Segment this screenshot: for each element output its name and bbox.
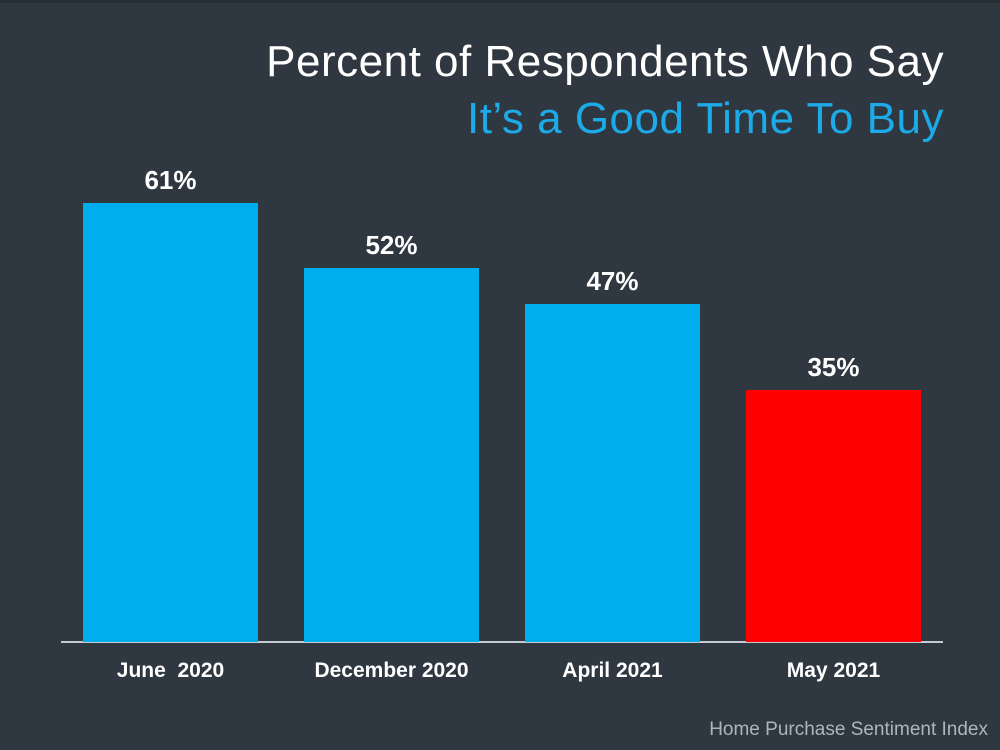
category-label-april-2021: April 2021 (562, 659, 663, 682)
bar-value-label-may-2021: 35% (807, 352, 860, 382)
bar-group-december-2020: 52% December 2020 (304, 230, 479, 682)
category-label-june-2020: June 2020 (116, 659, 225, 682)
chart-title: Percent of Respondents Who Say It’s a Go… (266, 33, 944, 147)
category-label-december-2020: December 2020 (314, 659, 469, 682)
x-axis-line (61, 641, 943, 643)
bar-june-2020 (83, 203, 258, 642)
chart-title-line-2: It’s a Good Time To Buy (466, 94, 944, 143)
top-border-strip (0, 0, 1000, 3)
bar-december-2020 (304, 268, 479, 642)
chart-title-line-1: Percent of Respondents Who Say (266, 37, 944, 86)
bar-group-june-2020: 61% June 2020 (83, 165, 258, 682)
bar-value-label-april-2021: 47% (586, 266, 639, 296)
bar-value-label-december-2020: 52% (365, 230, 418, 260)
bar-value-label-june-2020: 61% (144, 165, 197, 195)
bar-group-may-2021: 35% May 2021 (746, 352, 921, 682)
bar-group-april-2021: 47% April 2021 (525, 266, 700, 682)
bar-may-2021 (746, 390, 921, 642)
category-label-may-2021: May 2021 (786, 659, 881, 682)
bar-april-2021 (525, 304, 700, 642)
source-note: Home Purchase Sentiment Index (709, 719, 988, 740)
